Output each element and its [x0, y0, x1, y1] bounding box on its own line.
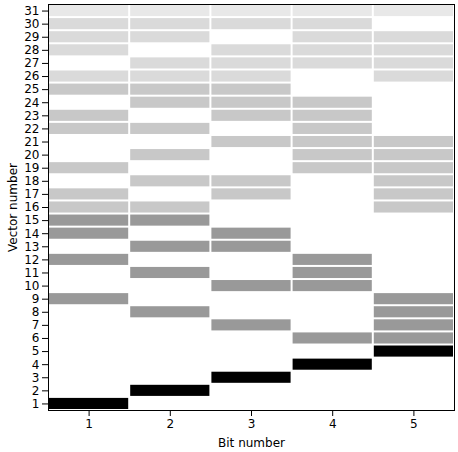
svg-text:3: 3 [32, 371, 40, 385]
svg-text:16: 16 [24, 200, 39, 214]
svg-text:Vector number: Vector number [6, 163, 20, 252]
svg-text:5: 5 [410, 417, 418, 431]
svg-text:1: 1 [32, 397, 40, 411]
svg-text:28: 28 [24, 43, 39, 57]
svg-text:17: 17 [24, 187, 39, 201]
svg-text:4: 4 [32, 358, 40, 372]
svg-text:13: 13 [24, 240, 39, 254]
svg-text:2: 2 [166, 417, 174, 431]
svg-text:15: 15 [24, 213, 39, 227]
svg-text:7: 7 [32, 318, 40, 332]
svg-text:2: 2 [32, 384, 40, 398]
svg-text:25: 25 [24, 82, 39, 96]
svg-text:12: 12 [24, 253, 39, 267]
svg-text:18: 18 [24, 174, 39, 188]
svg-text:8: 8 [32, 305, 40, 319]
svg-text:20: 20 [24, 148, 39, 162]
svg-text:11: 11 [24, 266, 39, 280]
svg-text:31: 31 [24, 4, 39, 18]
svg-text:6: 6 [32, 331, 40, 345]
svg-text:22: 22 [24, 122, 39, 136]
svg-text:5: 5 [32, 344, 40, 358]
svg-text:26: 26 [24, 69, 39, 83]
svg-text:21: 21 [24, 135, 39, 149]
svg-text:19: 19 [24, 161, 39, 175]
svg-text:23: 23 [24, 109, 39, 123]
svg-text:24: 24 [24, 96, 39, 110]
svg-text:9: 9 [32, 292, 40, 306]
svg-text:27: 27 [24, 56, 39, 70]
svg-text:10: 10 [24, 279, 39, 293]
svg-text:14: 14 [24, 227, 39, 241]
svg-text:30: 30 [24, 17, 39, 31]
svg-text:29: 29 [24, 30, 39, 44]
svg-text:Bit number: Bit number [218, 436, 285, 450]
svg-text:1: 1 [85, 417, 93, 431]
svg-text:3: 3 [248, 417, 256, 431]
svg-text:4: 4 [329, 417, 337, 431]
